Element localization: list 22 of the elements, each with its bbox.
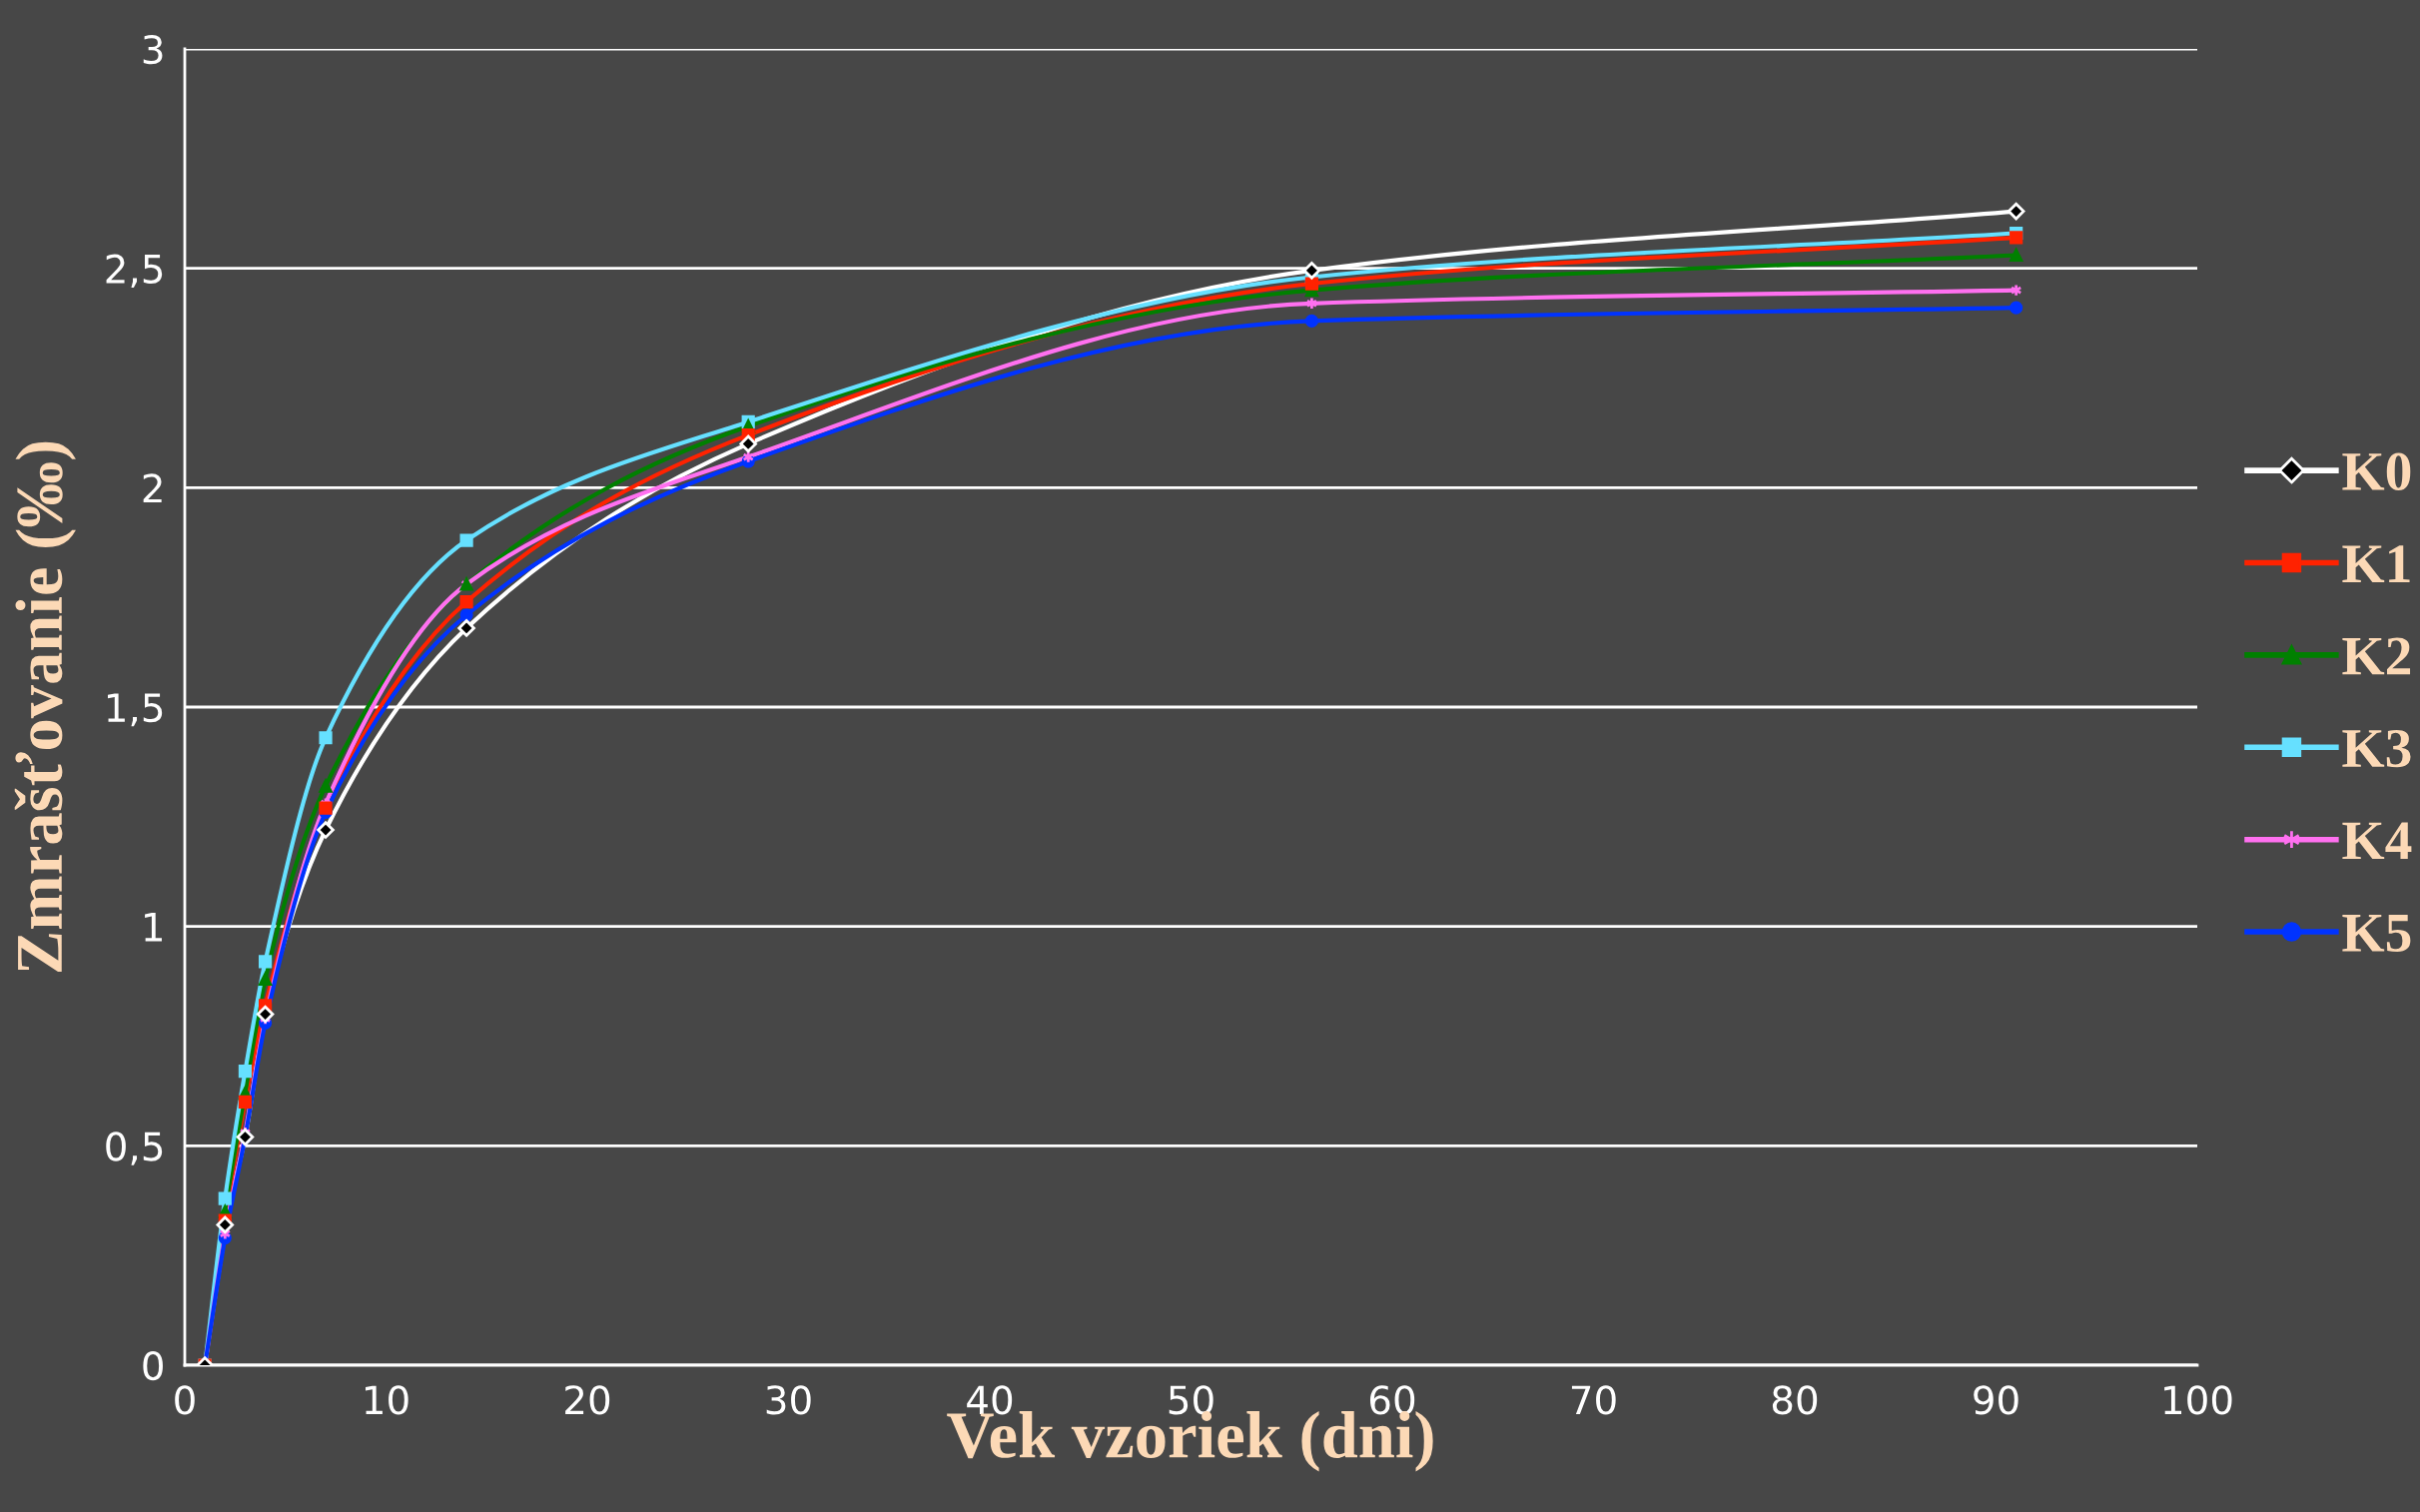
y-tick-label: 2 [143, 473, 162, 503]
y-tick-label: 0 [143, 1350, 163, 1381]
x-tick-label: 90 [1974, 1385, 2018, 1415]
y-tick-label: 3 [143, 34, 163, 65]
legend-label: K0 [2342, 452, 2411, 491]
x-tick-label: 70 [1571, 1385, 1616, 1415]
x-tick-label: 100 [2164, 1385, 2232, 1415]
x-tick-label: 10 [366, 1385, 408, 1415]
legend-label: K3 [2342, 729, 2411, 768]
legend-label: K4 [2342, 822, 2412, 860]
x-tick-label: 30 [766, 1385, 811, 1415]
y-tick-label: 0,5 [106, 1132, 163, 1165]
y-tick-label: 1,5 [107, 693, 163, 727]
y-axis-title: Zmrašťovanie (‰) [14, 441, 76, 973]
y-tick-label: 2,5 [106, 254, 163, 288]
legend-label: K5 [2342, 915, 2411, 953]
x-tick-label: 20 [565, 1385, 610, 1415]
x-tick-label: 80 [1772, 1385, 1818, 1415]
legend-label: K1 [2342, 545, 2410, 582]
x-tick-label: 0 [175, 1385, 195, 1415]
legend-label: K2 [2342, 637, 2411, 675]
y-tick-label: 1 [145, 913, 162, 942]
